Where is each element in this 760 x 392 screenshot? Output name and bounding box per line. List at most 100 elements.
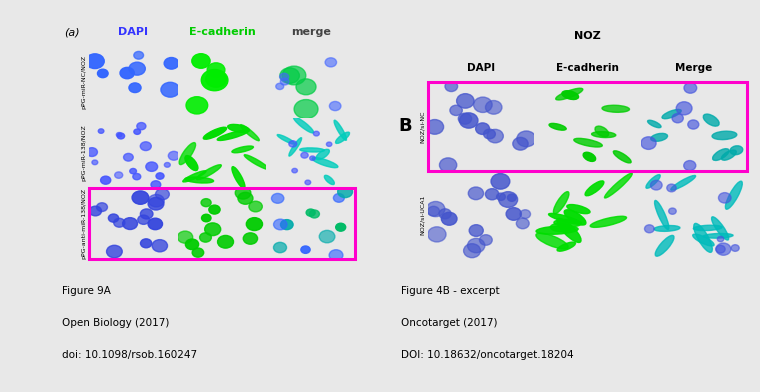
Circle shape [718,192,731,203]
Ellipse shape [289,138,302,156]
Circle shape [109,214,119,222]
Ellipse shape [228,124,249,132]
Circle shape [499,192,518,207]
Circle shape [282,66,306,85]
Circle shape [106,245,122,258]
Circle shape [486,189,499,200]
Text: B: B [398,118,412,135]
Circle shape [200,233,211,242]
Circle shape [271,193,283,203]
Circle shape [334,194,344,202]
Circle shape [148,194,164,207]
Text: pPG-anti-miR-138/NOZ: pPG-anti-miR-138/NOZ [81,188,86,259]
Circle shape [445,81,458,92]
Circle shape [246,218,262,230]
Circle shape [137,123,146,130]
Circle shape [280,73,289,80]
Circle shape [520,210,530,218]
Circle shape [301,246,310,253]
Circle shape [207,63,225,77]
Circle shape [168,151,179,160]
Circle shape [164,58,179,69]
Circle shape [329,250,343,261]
Ellipse shape [334,120,347,140]
Circle shape [117,133,125,139]
Circle shape [97,203,107,212]
Ellipse shape [693,225,722,230]
Ellipse shape [204,127,226,139]
Text: DAPI: DAPI [119,27,148,37]
Circle shape [138,215,150,224]
Circle shape [513,137,528,150]
Ellipse shape [711,217,729,240]
Circle shape [92,160,98,165]
Ellipse shape [244,155,268,169]
Circle shape [134,51,144,59]
Circle shape [141,209,153,219]
Ellipse shape [654,225,680,231]
Ellipse shape [646,174,660,188]
Ellipse shape [567,205,590,214]
Ellipse shape [602,105,629,113]
Ellipse shape [325,175,334,185]
Ellipse shape [182,171,206,182]
Circle shape [146,162,157,171]
Circle shape [280,220,293,230]
Circle shape [325,58,337,67]
Circle shape [306,209,315,216]
Ellipse shape [196,165,221,180]
Circle shape [209,205,220,214]
Ellipse shape [312,158,338,168]
Circle shape [487,129,503,143]
Circle shape [469,225,483,236]
Circle shape [280,78,289,85]
Circle shape [442,212,457,225]
Circle shape [688,120,699,129]
Text: Oncotarget (2017): Oncotarget (2017) [401,318,498,328]
Ellipse shape [654,200,669,229]
Circle shape [164,163,170,167]
Ellipse shape [662,109,681,119]
Circle shape [292,169,297,173]
Circle shape [651,180,662,190]
Ellipse shape [277,134,295,144]
Circle shape [464,244,480,258]
Ellipse shape [730,146,743,155]
Ellipse shape [585,181,604,196]
Ellipse shape [651,133,667,142]
Circle shape [684,161,696,171]
Circle shape [130,169,137,174]
Circle shape [122,218,138,229]
Text: pPG-miR-138/NOZ: pPG-miR-138/NOZ [81,125,86,181]
Ellipse shape [725,181,743,209]
Ellipse shape [240,125,259,141]
Ellipse shape [557,218,581,243]
Ellipse shape [185,156,198,171]
Circle shape [217,236,233,248]
Circle shape [305,180,311,185]
Text: DOI: 10.18632/oncotarget.18204: DOI: 10.18632/oncotarget.18204 [401,350,574,361]
Ellipse shape [671,176,695,190]
Ellipse shape [316,149,329,160]
Circle shape [89,206,102,216]
Text: (a): (a) [64,27,80,37]
Ellipse shape [553,192,569,214]
Ellipse shape [293,117,314,133]
Ellipse shape [556,88,583,100]
Circle shape [116,132,122,137]
Circle shape [309,210,319,218]
Ellipse shape [550,223,572,232]
Text: DAPI: DAPI [467,63,496,73]
Circle shape [731,245,739,251]
Ellipse shape [712,131,737,140]
Circle shape [483,129,496,139]
Ellipse shape [549,123,566,130]
Text: E-cadherin: E-cadherin [556,63,619,73]
Circle shape [192,248,204,257]
Circle shape [473,97,492,113]
Circle shape [641,137,656,149]
Circle shape [336,223,346,231]
Circle shape [161,82,179,97]
Circle shape [717,236,724,242]
Circle shape [460,113,478,128]
